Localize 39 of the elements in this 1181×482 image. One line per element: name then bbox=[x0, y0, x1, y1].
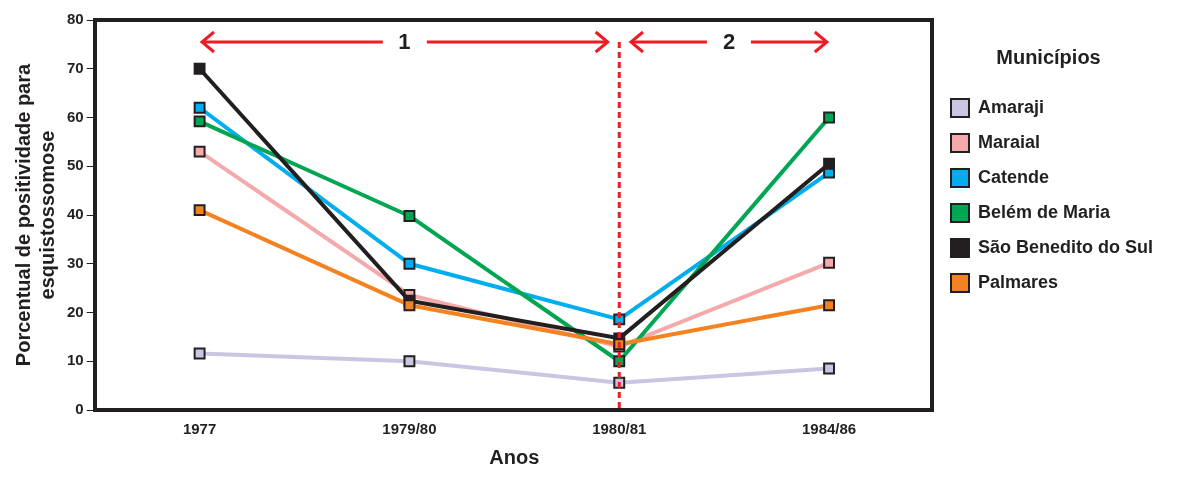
x-tick-label: 1977 bbox=[182, 420, 217, 438]
y-tick-label: 60 bbox=[67, 107, 84, 125]
point bbox=[403, 257, 416, 270]
y-tick-label: 40 bbox=[67, 205, 84, 223]
point bbox=[193, 145, 206, 158]
legend-label: Catende bbox=[977, 166, 1050, 187]
y-tick-label: 70 bbox=[67, 58, 84, 76]
y-tick-label: 0 bbox=[75, 400, 84, 418]
x-tick-label: 1980/81 bbox=[592, 420, 647, 438]
point bbox=[193, 62, 206, 75]
point bbox=[403, 355, 416, 368]
point bbox=[823, 362, 836, 375]
point bbox=[823, 299, 836, 312]
point bbox=[193, 101, 206, 114]
point bbox=[823, 256, 836, 269]
legend-label: São Benedito do Sul bbox=[977, 236, 1154, 257]
y-tick-label: 10 bbox=[67, 351, 84, 369]
annotation: 2 bbox=[722, 29, 737, 55]
y-tick-label: 30 bbox=[67, 253, 84, 271]
point bbox=[193, 347, 206, 360]
y-tick-label: 50 bbox=[67, 156, 84, 174]
legend-label: Maraial bbox=[977, 131, 1041, 152]
x-tick-label: 1984/86 bbox=[801, 420, 857, 438]
point bbox=[823, 157, 836, 170]
y-tick-label: 20 bbox=[67, 302, 84, 320]
legend-title: Municípios bbox=[996, 45, 1101, 68]
point bbox=[403, 299, 416, 312]
point bbox=[193, 115, 206, 128]
point bbox=[403, 210, 416, 222]
y-tick-label: 80 bbox=[67, 10, 84, 28]
point bbox=[823, 111, 836, 124]
legend-label: Amaraji bbox=[977, 96, 1045, 117]
annotation: 1 bbox=[397, 29, 412, 55]
x-axis-title: Anos bbox=[489, 445, 540, 468]
point bbox=[193, 204, 206, 217]
legend-label: Palmares bbox=[977, 271, 1059, 292]
y-axis-title: Porcentual de positividade para esquistossomose bbox=[11, 62, 58, 367]
legend-label: Belém de Maria bbox=[977, 201, 1112, 222]
x-tick-label: 1979/80 bbox=[382, 420, 437, 438]
